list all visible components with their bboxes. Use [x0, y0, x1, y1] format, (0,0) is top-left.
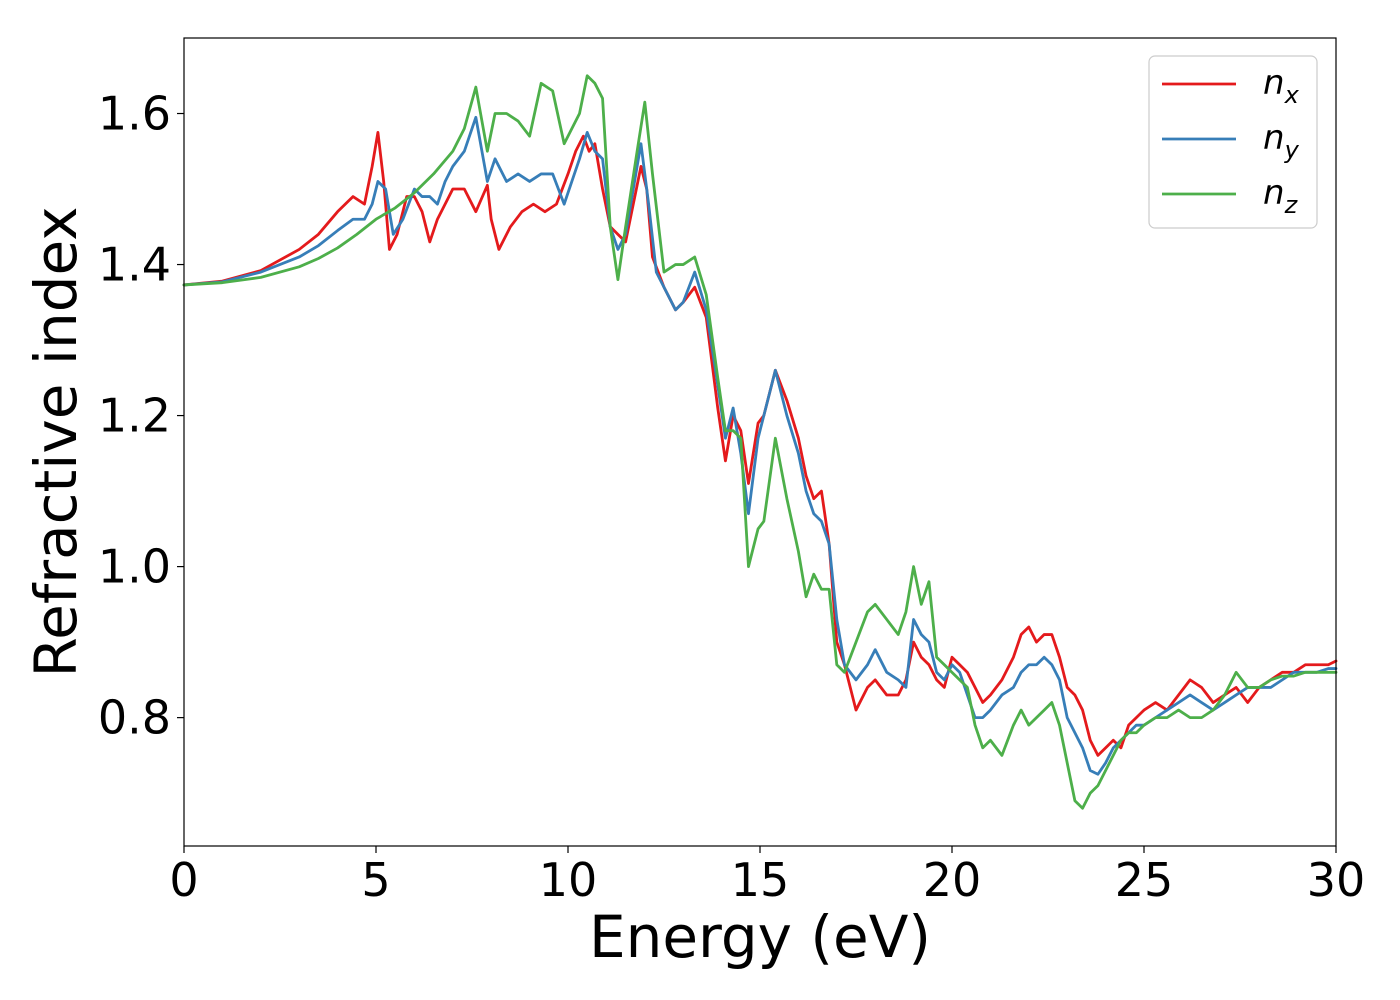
x-tick-label: 15 — [731, 853, 790, 907]
y-tick-label: 1.4 — [98, 238, 171, 292]
y-tick-label: 1.2 — [98, 389, 171, 443]
x-axis-title: Energy (eV) — [589, 903, 931, 971]
x-axis-ticks: 0 5 10 15 20 25 30 — [169, 846, 1365, 907]
x-tick-label: 30 — [1307, 853, 1366, 907]
series-line-z — [182, 74, 1338, 810]
x-tick-label: 5 — [361, 853, 390, 907]
y-tick-label: 0.8 — [98, 691, 171, 745]
legend-label-x: nx — [1263, 63, 1300, 109]
legend-label-z: nz — [1263, 173, 1299, 219]
y-tick-label: 1.6 — [98, 87, 171, 141]
x-tick-label: 10 — [539, 853, 598, 907]
y-tick-label: 1.0 — [98, 540, 171, 594]
y-axis-ticks: 0.8 1.0 1.2 1.4 1.6 — [98, 87, 184, 745]
series-layer — [182, 74, 1338, 810]
legend-box — [1148, 55, 1318, 229]
legend-label-y: ny — [1263, 118, 1300, 164]
x-tick-label: 25 — [1115, 853, 1174, 907]
legend: nx ny nz — [1148, 55, 1318, 229]
y-axis-title: Refractive index — [22, 206, 90, 677]
x-tick-label: 0 — [169, 853, 198, 907]
series-line-x — [182, 130, 1338, 757]
x-tick-label: 20 — [923, 853, 982, 907]
